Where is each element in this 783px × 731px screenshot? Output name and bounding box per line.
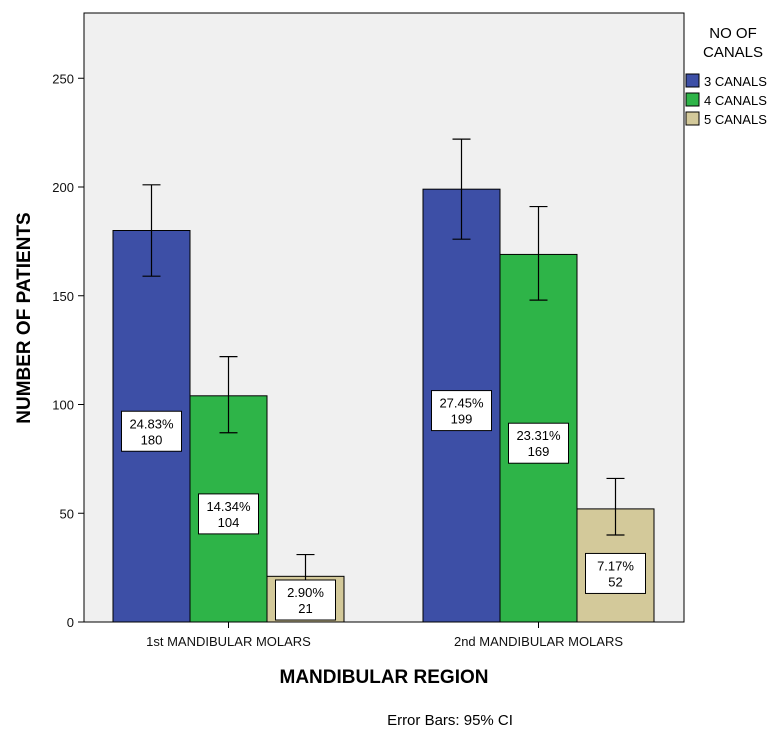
data-label-box [508, 422, 569, 464]
data-label-box [198, 493, 259, 535]
legend-swatch [685, 111, 700, 126]
x-axis-title: MANDIBULAR REGION [280, 667, 489, 688]
data-label-count: 52 [608, 574, 622, 589]
data-label-percent: 7.17% [597, 558, 634, 573]
x-tick-label: 2nd MANDIBULAR MOLARS [454, 634, 623, 649]
y-tick-label: 150 [52, 289, 74, 304]
legend-label: 5 CANALS [704, 112, 767, 127]
data-label-percent: 2.90% [287, 585, 324, 600]
y-tick-label: 100 [52, 398, 74, 413]
data-label-box [121, 410, 182, 452]
legend-title-line2: CANALS [703, 44, 763, 61]
x-tick-label: 1st MANDIBULAR MOLARS [146, 634, 311, 649]
data-label-percent: 24.83% [129, 416, 174, 431]
data-label-count: 169 [528, 444, 550, 459]
legend-swatch [685, 92, 700, 107]
data-label-percent: 27.45% [439, 396, 484, 411]
y-tick-label: 0 [67, 615, 74, 630]
y-axis-title: NUMBER OF PATIENTS [14, 212, 35, 423]
legend-swatch [685, 73, 700, 88]
data-label-box [585, 552, 646, 594]
y-tick-label: 50 [60, 506, 74, 521]
legend-label: 3 CANALS [704, 74, 767, 89]
footnote: Error Bars: 95% CI [387, 712, 513, 729]
y-tick-label: 200 [52, 180, 74, 195]
y-tick-label: 250 [52, 71, 74, 86]
legend-label: 4 CANALS [704, 93, 767, 108]
data-label-percent: 23.31% [516, 428, 561, 443]
data-label-box [431, 390, 492, 432]
data-label-count: 199 [451, 412, 473, 427]
data-label-count: 21 [298, 601, 312, 616]
data-label-count: 180 [141, 432, 163, 447]
legend-title-line1: NO OF [709, 25, 757, 42]
data-label-box [275, 579, 336, 621]
data-label-count: 104 [218, 515, 240, 530]
data-label-percent: 14.34% [206, 499, 251, 514]
